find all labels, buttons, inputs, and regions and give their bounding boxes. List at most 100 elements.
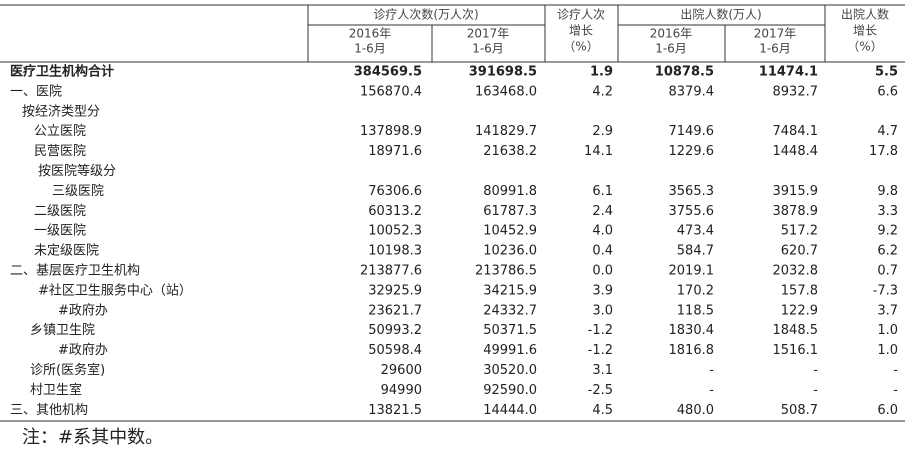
cell: 1.0: [877, 343, 898, 358]
cell: 480.0: [677, 403, 714, 418]
cell: 9.8: [877, 184, 898, 199]
cell: 6.1: [592, 184, 613, 199]
cell: 157.8: [781, 283, 818, 298]
col-header: 2016年: [349, 27, 392, 41]
cell: -: [813, 383, 818, 398]
col-header: 1-6月: [655, 42, 687, 56]
rules: [0, 4, 905, 422]
cell: 1229.6: [669, 144, 715, 159]
cell: 3.7: [877, 303, 898, 318]
cell: 13821.5: [368, 403, 422, 418]
cell: 4.5: [592, 403, 613, 418]
cell: 76306.6: [368, 184, 422, 199]
row-label: 未定级医院: [34, 244, 99, 259]
group-header: 诊疗人次数(万人次): [373, 7, 478, 22]
cell: 7484.1: [773, 124, 819, 139]
cell: -: [893, 383, 898, 398]
row-label: 一、医院: [10, 84, 62, 99]
cell: 473.4: [677, 224, 714, 239]
cell: -: [893, 363, 898, 378]
cell: 1830.4: [669, 323, 715, 338]
cell: 1516.1: [773, 343, 819, 358]
cell: 32925.9: [368, 283, 422, 298]
cell: 141829.7: [475, 124, 537, 139]
cell: 1.0: [877, 323, 898, 338]
cell: -7.3: [873, 283, 898, 298]
cell: 213786.5: [475, 264, 537, 279]
cell: 508.7: [781, 403, 818, 418]
row-label: 二、基层医疗卫生机构: [10, 264, 140, 279]
cell: 18971.6: [368, 144, 422, 159]
cell: 1.9: [590, 65, 613, 80]
cell: 213877.6: [360, 264, 422, 279]
cell: 80991.8: [483, 184, 537, 199]
cell: 2.4: [592, 204, 613, 219]
cell: 3.9: [592, 283, 613, 298]
cell: 92590.0: [483, 383, 537, 398]
col-header: 2017年: [467, 27, 510, 41]
cell: 170.2: [677, 283, 714, 298]
cell: 1448.4: [773, 144, 819, 159]
cell: 21638.2: [483, 144, 537, 159]
cell: 10236.0: [483, 244, 537, 259]
cell: -2.5: [588, 383, 613, 398]
group-header: 出院人数(万人): [680, 7, 761, 22]
note: 注：#系其中数。: [22, 427, 163, 448]
col-header: 诊疗人次: [557, 8, 605, 22]
cell: 0.0: [592, 264, 613, 279]
cell: 10198.3: [368, 244, 422, 259]
cell: 50598.4: [368, 343, 422, 358]
cell: 3915.9: [773, 184, 819, 199]
cell: 10052.3: [368, 224, 422, 239]
row-label: 按经济类型分: [22, 104, 100, 119]
cell: 61787.3: [483, 204, 537, 219]
cell: 8932.7: [773, 84, 819, 99]
col-header: 出院人数: [841, 7, 889, 22]
cell: 3755.6: [669, 204, 715, 219]
row-label: 诊所(医务室): [30, 362, 105, 378]
cell: 94990: [381, 383, 422, 398]
row-label: 医疗卫生机构合计: [10, 64, 114, 80]
row-label: 二级医院: [34, 204, 86, 219]
col-header: 1-6月: [759, 42, 791, 56]
cell: 50993.2: [368, 323, 422, 338]
cell: 50371.5: [483, 323, 537, 338]
row-label: 三、其他机构: [10, 403, 88, 418]
col-header: （%）: [563, 40, 598, 54]
cell: 6.6: [877, 84, 898, 99]
cell: 3878.9: [773, 204, 819, 219]
cell: 49991.6: [483, 343, 537, 358]
cell: 6.0: [877, 403, 898, 418]
row-label: #政府办: [58, 303, 108, 318]
row-label: 村卫生室: [30, 382, 82, 398]
cell: 517.2: [781, 224, 818, 239]
cell: -1.2: [588, 343, 613, 358]
cell: -: [813, 363, 818, 378]
cell: 391698.5: [469, 65, 537, 80]
cell: 2.9: [592, 124, 613, 139]
col-header: 增长: [569, 24, 593, 38]
cell: 7149.6: [669, 124, 715, 139]
cell: 3565.3: [669, 184, 715, 199]
cell: 118.5: [677, 303, 714, 318]
cell: 163468.0: [475, 84, 537, 99]
col-header: 1-6月: [354, 42, 386, 56]
cell: 1848.5: [773, 323, 819, 338]
cell: 17.8: [869, 144, 898, 159]
cell: 34215.9: [483, 283, 537, 298]
cell: 8379.4: [669, 84, 715, 99]
col-header: （%）: [847, 40, 882, 54]
cell: -1.2: [588, 323, 613, 338]
cell: 0.4: [592, 244, 613, 259]
cell: 14.1: [584, 144, 613, 159]
cell: 3.3: [877, 204, 898, 219]
row-label: 三级医院: [52, 184, 104, 199]
cell: 2019.1: [669, 264, 715, 279]
cell: -: [709, 383, 714, 398]
row-label: #政府办: [58, 343, 108, 358]
row-label: 乡镇卫生院: [30, 323, 95, 338]
row-label: 公立医院: [34, 124, 86, 139]
row-label: 按医院等级分: [38, 163, 116, 179]
cell: 4.0: [592, 224, 613, 239]
